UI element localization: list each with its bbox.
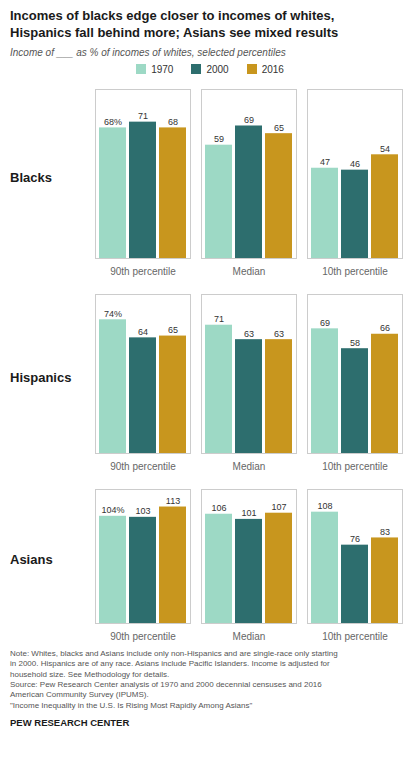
html-text:Asians: Asians bbox=[10, 552, 53, 568]
svg-text:71: 71 bbox=[214, 314, 224, 324]
svg-text:63: 63 bbox=[244, 328, 254, 338]
svg-text:71: 71 bbox=[138, 111, 148, 121]
html-text:2000: 2000 bbox=[206, 63, 229, 75]
svg-text:113: 113 bbox=[166, 496, 180, 506]
html-text:PEW RESEARCH CENTER: PEW RESEARCH CENTER bbox=[10, 717, 130, 729]
svg-text:10th percentile: 10th percentile bbox=[322, 630, 388, 641]
svg-text:104%: 104% bbox=[101, 505, 124, 515]
svg-text:90th percentile: 90th percentile bbox=[110, 630, 176, 641]
svg-text:64: 64 bbox=[138, 327, 148, 337]
svg-text:69: 69 bbox=[244, 115, 254, 125]
svg-text:Median: Median bbox=[233, 460, 266, 471]
html-text:2016: 2016 bbox=[261, 63, 284, 75]
svg-text:47: 47 bbox=[320, 157, 330, 167]
svg-text:10th percentile: 10th percentile bbox=[322, 265, 388, 276]
svg-text:76: 76 bbox=[350, 534, 360, 544]
svg-text:107: 107 bbox=[271, 502, 286, 512]
html-text:Hispanics: Hispanics bbox=[10, 369, 72, 385]
svg-text:54: 54 bbox=[380, 144, 390, 154]
svg-text:Median: Median bbox=[233, 630, 266, 641]
svg-text:46: 46 bbox=[350, 159, 360, 169]
html-text:Note: Whites, blacks and Asian: Note: Whites, blacks and Asians include … bbox=[10, 648, 338, 710]
svg-text:59: 59 bbox=[214, 134, 224, 144]
svg-text:108: 108 bbox=[317, 501, 332, 511]
svg-text:10th percentile: 10th percentile bbox=[322, 460, 388, 471]
svg-text:68: 68 bbox=[168, 117, 178, 127]
svg-text:90th percentile: 90th percentile bbox=[110, 460, 176, 471]
svg-text:Median: Median bbox=[233, 265, 266, 276]
html-text:Incomes of blacks edge closer: Incomes of blacks edge closer to incomes… bbox=[10, 8, 339, 40]
svg-text:63: 63 bbox=[274, 328, 284, 338]
svg-text:69: 69 bbox=[320, 318, 330, 328]
svg-text:103: 103 bbox=[135, 506, 150, 516]
svg-text:58: 58 bbox=[350, 337, 360, 347]
svg-text:101: 101 bbox=[241, 508, 256, 518]
svg-text:65: 65 bbox=[168, 325, 178, 335]
html-text:Income of ___ as % of incomes: Income of ___ as % of incomes of whites,… bbox=[10, 46, 286, 58]
svg-text:106: 106 bbox=[211, 503, 226, 513]
html-text:1970: 1970 bbox=[151, 63, 174, 75]
svg-text:66: 66 bbox=[380, 323, 390, 333]
svg-text:65: 65 bbox=[274, 122, 284, 132]
svg-text:90th percentile: 90th percentile bbox=[110, 265, 176, 276]
svg-text:68%: 68% bbox=[104, 117, 122, 127]
svg-text:74%: 74% bbox=[104, 309, 122, 319]
html-text:Blacks: Blacks bbox=[10, 169, 52, 185]
svg-text:83: 83 bbox=[380, 527, 390, 537]
